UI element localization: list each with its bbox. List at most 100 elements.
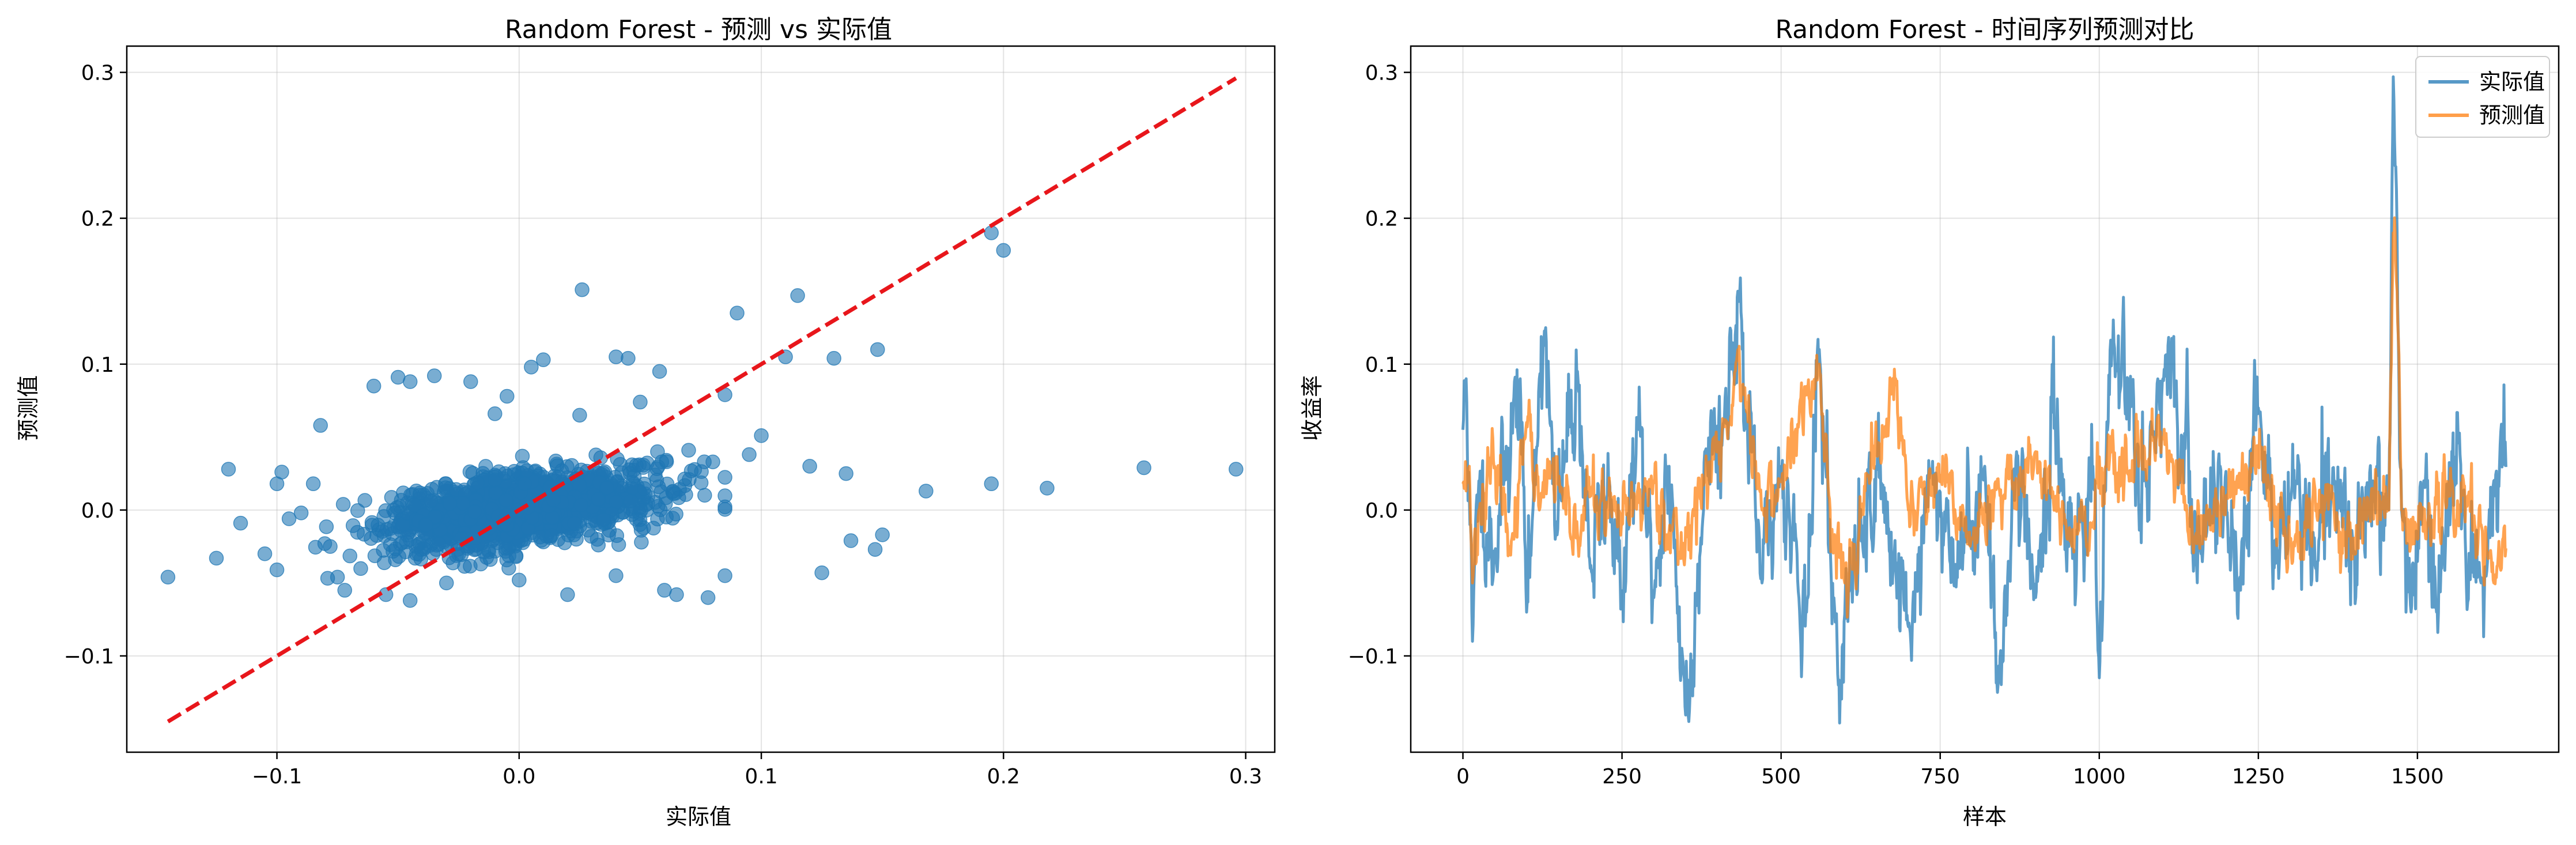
x-tick-label: 1250 [2232, 765, 2285, 789]
y-tick-label: 0.3 [81, 62, 114, 85]
y-tick-label: −0.1 [64, 645, 114, 669]
scatter-point [697, 488, 712, 503]
scatter-point [637, 481, 652, 496]
x-tick-label: 0 [1456, 765, 1470, 789]
axes-frame [1410, 45, 2560, 753]
scatter-point [599, 480, 614, 496]
series-line-0 [1461, 75, 2507, 725]
x-tick-label: 0.2 [987, 765, 1020, 789]
x-tick-label: 1500 [2391, 765, 2444, 789]
scatter-point [560, 587, 575, 602]
x-tick-label: 0.3 [1229, 765, 1262, 789]
scatter-point [457, 559, 472, 574]
axes-frame [126, 45, 1276, 753]
scatter-xlabel: 实际值 [666, 804, 731, 829]
scatter-point [366, 378, 382, 394]
series-line-1 [1461, 216, 2507, 619]
scatter-point [754, 428, 769, 443]
scatter-point [408, 539, 424, 554]
scatter-point [500, 388, 515, 404]
scatter-point [546, 492, 561, 508]
scatter-point [337, 583, 352, 598]
scatter-point [470, 475, 485, 490]
scatter-point [648, 495, 663, 510]
scatter-point [305, 476, 321, 492]
scatter-point [317, 536, 333, 551]
reference-line [167, 76, 1237, 723]
scatter-point [730, 305, 745, 320]
scatter-point [425, 546, 441, 561]
scatter-point [826, 350, 841, 366]
legend-label: 预测值 [2479, 103, 2545, 128]
scatter-point [455, 496, 471, 511]
scatter-point [233, 515, 248, 531]
scatter-point [442, 496, 458, 511]
scatter-point [281, 511, 297, 526]
scatter-point [665, 511, 681, 526]
scatter-point [633, 394, 648, 410]
scatter-point [700, 590, 716, 605]
scatter-point [609, 568, 624, 583]
scatter-point [536, 352, 551, 367]
scatter-point [575, 282, 590, 297]
y-tick-label: 0.0 [81, 499, 114, 523]
scatter-point [596, 512, 611, 527]
timeseries-title: Random Forest - 时间序列预测对比 [1775, 15, 2194, 44]
scatter-point [919, 484, 934, 499]
scatter-point [257, 546, 273, 561]
scatter-point [652, 364, 667, 379]
scatter-point [544, 528, 559, 543]
legend-label: 实际值 [2479, 69, 2545, 95]
scatter-point [357, 493, 372, 508]
grid [1411, 46, 2559, 752]
scatter-title: Random Forest - 预测 vs 实际值 [505, 15, 892, 44]
y-tick-label: −0.1 [1348, 645, 1398, 669]
scatter-point [611, 537, 626, 552]
scatter-point [573, 497, 589, 513]
scatter-point [572, 408, 587, 423]
scatter-point [269, 562, 285, 578]
scatter-point [517, 476, 532, 491]
timeseries-xlabel: 样本 [1963, 804, 2007, 829]
x-tick-label: 750 [1920, 765, 1960, 789]
scatter-point [478, 459, 493, 474]
scatter-point [463, 374, 478, 389]
y-tick-label: 0.2 [81, 208, 114, 231]
scatter-point [394, 493, 409, 508]
scatter-point [802, 459, 817, 474]
scatter-point [375, 524, 390, 539]
scatter-point [742, 447, 757, 462]
scatter-point [524, 360, 539, 375]
scatter-point [646, 520, 661, 536]
scatter-point [567, 516, 582, 531]
scatter-point [512, 572, 527, 588]
scatter-ylabel: 预测值 [16, 375, 41, 441]
scatter-point [591, 537, 606, 553]
scatter-point [364, 515, 380, 530]
scatter-point [1040, 481, 1055, 496]
scatter-point [621, 350, 636, 366]
series-lines [1461, 75, 2507, 725]
scatter-point [870, 342, 885, 357]
y-tick-label: 0.1 [1365, 353, 1398, 377]
scatter-point [717, 499, 732, 515]
scatter-points [160, 225, 1244, 608]
scatter-point [694, 464, 709, 479]
scatter-point [274, 465, 289, 480]
y-tick-label: 0.3 [1365, 62, 1398, 85]
scatter-point [319, 519, 334, 534]
scatter-point [221, 462, 236, 477]
scatter-point [609, 349, 624, 364]
scatter-point [717, 568, 732, 583]
scatter-point [407, 497, 422, 512]
scatter-point [320, 571, 335, 586]
scatter-point [1229, 462, 1244, 477]
scatter-point [875, 527, 890, 542]
x-tick-label: 0.1 [745, 765, 777, 789]
scatter-point [423, 493, 439, 508]
scatter-point [335, 497, 351, 512]
scatter-point [160, 569, 176, 585]
scatter-point [353, 561, 368, 576]
